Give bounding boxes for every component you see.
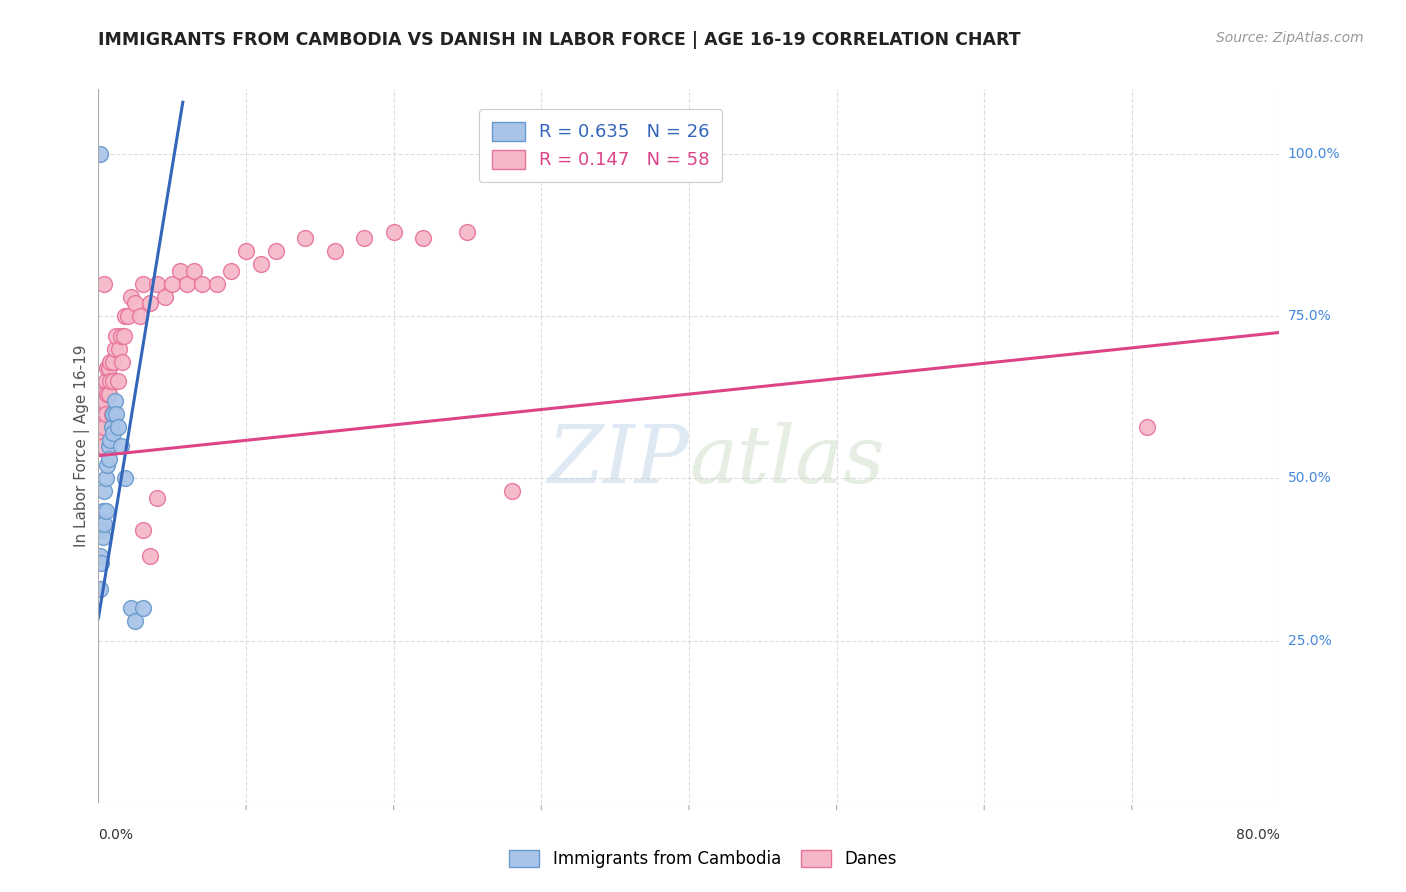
Point [98,433,121,447]
Point [94,374,117,388]
Point [162,277,183,291]
Point [93,516,115,531]
Point [353,231,375,245]
Point [91,439,114,453]
Point [456,225,478,239]
Point [89,549,111,564]
Point [89,393,111,408]
Point [250,257,273,271]
Point [93,419,115,434]
Point [96,458,118,473]
Point [91,407,114,421]
Point [191,277,214,291]
Point [90,556,112,570]
Point [1135,419,1157,434]
Point [264,244,287,259]
Text: Source: ZipAtlas.com: Source: ZipAtlas.com [1216,31,1364,45]
Point [235,244,257,259]
Point [132,277,155,291]
Text: ZIP: ZIP [547,422,689,499]
Point [120,601,142,615]
Point [89,419,111,434]
Point [153,290,176,304]
Point [117,310,139,324]
Point [323,244,346,259]
Point [124,614,146,628]
Point [382,225,405,239]
Point [97,361,120,376]
Point [139,549,162,564]
Point [94,407,117,421]
Point [124,296,146,310]
Point [97,387,120,401]
Point [96,361,118,376]
Point [183,264,205,278]
Point [93,484,115,499]
Point [112,328,135,343]
Point [96,387,118,401]
Point [132,601,155,615]
Point [146,491,169,505]
Point [114,310,136,324]
Y-axis label: In Labor Force | Age 16-19: In Labor Force | Age 16-19 [75,344,90,548]
Point [294,231,316,245]
Text: 100.0%: 100.0% [1288,147,1340,161]
Text: 50.0%: 50.0% [1288,472,1331,485]
Point [110,439,132,453]
Point [501,484,523,499]
Point [132,524,155,538]
Point [100,407,122,421]
Point [105,328,128,343]
Point [111,354,134,368]
Point [103,374,125,388]
Point [93,393,115,408]
Point [139,296,162,310]
Point [89,582,111,596]
Point [114,471,136,485]
Point [103,425,125,440]
Point [108,342,131,356]
Text: atlas: atlas [689,422,884,499]
Point [219,264,242,278]
Point [97,439,120,453]
Point [104,342,127,356]
Point [91,504,114,518]
Point [97,452,120,467]
Point [91,530,114,544]
Point [107,374,129,388]
Point [100,419,122,434]
Text: 0.0%: 0.0% [98,828,134,842]
Text: 75.0%: 75.0% [1288,310,1331,323]
Text: 25.0%: 25.0% [1288,633,1331,648]
Point [412,231,434,245]
Point [107,419,129,434]
Legend: R = 0.635   N = 26, R = 0.147   N = 58: R = 0.635 N = 26, R = 0.147 N = 58 [479,109,723,182]
Point [90,425,112,440]
Point [98,354,121,368]
Point [90,524,112,538]
Point [90,393,112,408]
Point [176,277,198,291]
Legend: Immigrants from Cambodia, Danes: Immigrants from Cambodia, Danes [502,843,904,875]
Point [89,147,111,161]
Point [91,387,114,401]
Point [98,374,121,388]
Point [169,264,191,278]
Point [94,471,117,485]
Point [105,407,128,421]
Point [146,277,169,291]
Point [110,328,132,343]
Point [103,407,125,421]
Point [104,393,127,408]
Text: 80.0%: 80.0% [1236,828,1279,842]
Point [205,277,228,291]
Text: IMMIGRANTS FROM CAMBODIA VS DANISH IN LABOR FORCE | AGE 16-19 CORRELATION CHART: IMMIGRANTS FROM CAMBODIA VS DANISH IN LA… [98,31,1021,49]
Point [128,310,150,324]
Point [120,290,142,304]
Point [94,504,117,518]
Point [103,354,125,368]
Point [93,277,115,291]
